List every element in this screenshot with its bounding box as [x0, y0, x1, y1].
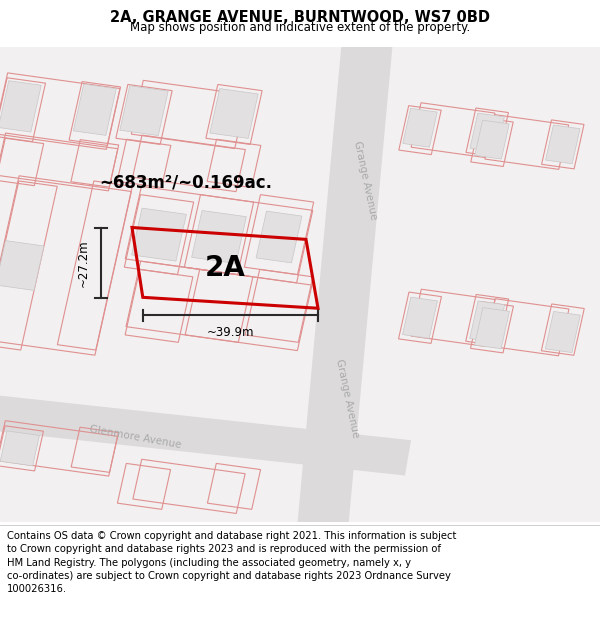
- Polygon shape: [470, 113, 505, 152]
- Polygon shape: [403, 297, 437, 338]
- Polygon shape: [0, 81, 41, 132]
- Text: ~27.2m: ~27.2m: [77, 239, 90, 287]
- Polygon shape: [545, 311, 580, 352]
- Polygon shape: [470, 301, 505, 342]
- Text: ~39.9m: ~39.9m: [206, 326, 254, 339]
- Polygon shape: [296, 22, 394, 548]
- Polygon shape: [545, 125, 580, 164]
- Polygon shape: [73, 84, 116, 136]
- Text: Contains OS data © Crown copyright and database right 2021. This information is : Contains OS data © Crown copyright and d…: [7, 531, 457, 594]
- Text: 2A: 2A: [205, 254, 245, 282]
- Polygon shape: [475, 120, 509, 159]
- Text: ~683m²/~0.169ac.: ~683m²/~0.169ac.: [99, 173, 272, 191]
- Polygon shape: [403, 108, 437, 147]
- Polygon shape: [0, 392, 411, 476]
- Text: 2A, GRANGE AVENUE, BURNTWOOD, WS7 0BD: 2A, GRANGE AVENUE, BURNTWOOD, WS7 0BD: [110, 11, 490, 26]
- Polygon shape: [475, 308, 509, 349]
- Polygon shape: [0, 431, 40, 466]
- Polygon shape: [131, 208, 187, 261]
- Polygon shape: [210, 89, 258, 138]
- Polygon shape: [120, 86, 168, 136]
- Text: Glenmore Avenue: Glenmore Avenue: [88, 424, 182, 451]
- Text: Grange Avenue: Grange Avenue: [352, 139, 378, 221]
- Text: Grange Avenue: Grange Avenue: [334, 358, 360, 439]
- Polygon shape: [0, 241, 44, 291]
- Polygon shape: [256, 211, 302, 263]
- Polygon shape: [191, 211, 247, 264]
- Text: Map shows position and indicative extent of the property.: Map shows position and indicative extent…: [130, 21, 470, 34]
